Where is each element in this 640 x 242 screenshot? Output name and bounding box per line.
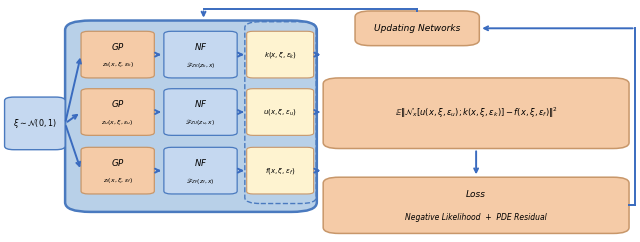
Text: $z_f(x,\xi,\varepsilon_f)$: $z_f(x,\xi,\varepsilon_f)$ [102,176,132,185]
Text: Updating Networks: Updating Networks [374,24,460,33]
Text: $\mathscr{F}_{ZK}(z_k,x)$: $\mathscr{F}_{ZK}(z_k,x)$ [186,60,216,70]
Text: $GP$: $GP$ [111,98,125,109]
FancyBboxPatch shape [164,147,237,194]
FancyBboxPatch shape [81,89,154,135]
FancyBboxPatch shape [355,11,479,46]
Text: $GP$: $GP$ [111,41,125,52]
Text: $NF$: $NF$ [194,98,207,109]
Text: Negative Likelihood  +  PDE Residual: Negative Likelihood + PDE Residual [405,213,547,222]
FancyBboxPatch shape [246,147,314,194]
Text: $f(x,\xi,\epsilon_f)$: $f(x,\xi,\epsilon_f)$ [265,166,295,176]
Text: $\xi \sim \mathcal{N}(0,1)$: $\xi \sim \mathcal{N}(0,1)$ [13,117,57,130]
Text: $z_k(x,\xi,\varepsilon_k)$: $z_k(x,\xi,\varepsilon_k)$ [102,60,134,69]
FancyBboxPatch shape [323,177,629,234]
FancyBboxPatch shape [4,97,65,150]
Text: $k(x,\xi,\epsilon_k)$: $k(x,\xi,\epsilon_k)$ [264,50,297,60]
Text: $u(x,\xi,\epsilon_u)$: $u(x,\xi,\epsilon_u)$ [263,107,297,117]
Text: Loss: Loss [466,189,486,199]
Text: $\mathscr{F}_{ZU}(z_u,x)$: $\mathscr{F}_{ZU}(z_u,x)$ [186,117,216,127]
FancyBboxPatch shape [81,147,154,194]
Text: $NF$: $NF$ [194,41,207,52]
Text: $\mathbb{E}\|\mathcal{N}_x[u(x,\xi,\epsilon_u);k(x,\xi,\epsilon_k)] - f(x,\xi,\e: $\mathbb{E}\|\mathcal{N}_x[u(x,\xi,\epsi… [395,106,557,121]
FancyBboxPatch shape [164,89,237,135]
Text: $\mathscr{F}_{ZF}(z_f,x)$: $\mathscr{F}_{ZF}(z_f,x)$ [186,176,215,186]
Text: $z_u(x,\xi,\varepsilon_u)$: $z_u(x,\xi,\varepsilon_u)$ [102,118,134,127]
FancyBboxPatch shape [323,78,629,149]
FancyBboxPatch shape [164,31,237,78]
FancyBboxPatch shape [65,21,317,212]
FancyBboxPatch shape [81,31,154,78]
Text: $GP$: $GP$ [111,157,125,168]
Text: $NF$: $NF$ [194,157,207,168]
FancyBboxPatch shape [246,31,314,78]
FancyBboxPatch shape [246,89,314,135]
